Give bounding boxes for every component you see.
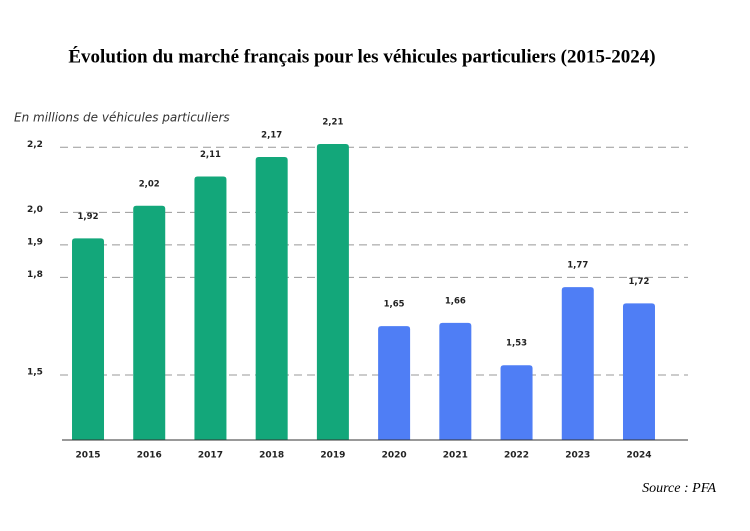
bar [255,157,288,440]
bar [194,176,227,440]
x-tick-label: 2018 [259,451,284,461]
y-tick-label: 2,2 [27,140,43,150]
bar [378,326,411,440]
y-tick-label: 1,8 [27,270,43,280]
y-tick-label: 1,9 [27,237,43,247]
x-tick-label: 2022 [504,451,529,461]
x-tick-label: 2024 [626,451,651,461]
bar [316,144,349,440]
bar [622,303,655,440]
value-label: 2,17 [261,131,282,141]
value-label: 2,02 [139,179,160,189]
value-label: 1,77 [567,261,588,271]
x-tick-label: 2023 [565,451,590,461]
value-label: 1,72 [628,277,649,287]
source-note: Source : PFA [642,481,716,496]
bar [561,287,594,440]
x-tick-label: 2019 [320,451,345,461]
x-tick-label: 2021 [443,451,468,461]
chart-title: Évolution du marché français pour les vé… [68,45,655,67]
value-label: 1,66 [445,296,466,306]
x-tick-label: 2016 [137,451,162,461]
bar [72,238,105,440]
x-tick-label: 2015 [75,451,100,461]
y-tick-label: 1,5 [27,367,43,377]
bar [439,322,472,440]
value-label: 2,11 [200,150,221,160]
y-tick-label: 2,0 [27,205,43,215]
x-tick-label: 2020 [382,451,407,461]
value-label: 1,65 [384,300,405,310]
x-tick-label: 2017 [198,451,223,461]
chart-subtitle: En millions de véhicules particuliers [14,111,230,125]
bar [133,205,166,440]
value-label: 1,53 [506,339,527,349]
value-label: 1,92 [78,212,99,222]
bar [500,365,533,440]
value-label: 2,21 [322,118,343,128]
